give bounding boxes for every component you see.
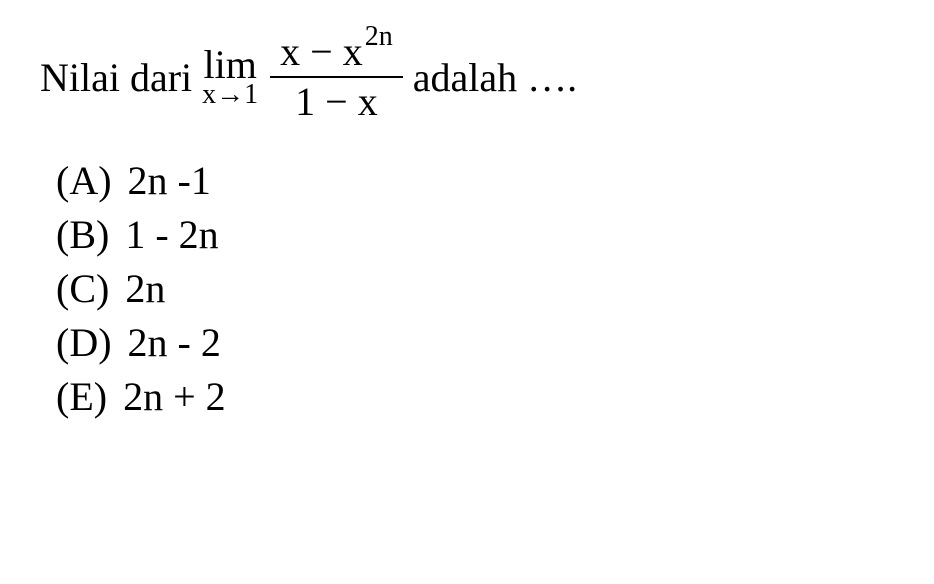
option-value: 2n -1 (128, 154, 211, 208)
option-label: (D) (56, 316, 112, 370)
option-label: (B) (56, 208, 109, 262)
options-list: (A) 2n -1 (B) 1 - 2n (C) 2n (D) 2n - 2 (… (40, 154, 894, 424)
option-label: (A) (56, 154, 112, 208)
option-label: (C) (56, 262, 109, 316)
question-line: Nilai dari lim x→1 x − x 2n 1 − x adalah… (40, 30, 894, 124)
option-value: 2n - 2 (128, 316, 221, 370)
option-b: (B) 1 - 2n (56, 208, 894, 262)
numerator: x − x 2n (270, 30, 403, 76)
fraction: x − x 2n 1 − x (270, 30, 403, 124)
lim-subscript: x→1 (202, 81, 258, 109)
denominator: 1 − x (285, 78, 388, 124)
lim-operator: lim x→1 (202, 45, 258, 109)
option-value: 1 - 2n (125, 208, 218, 262)
option-label: (E) (56, 370, 107, 424)
numerator-exponent: 2n (365, 22, 393, 53)
option-c: (C) 2n (56, 262, 894, 316)
option-value: 2n (125, 262, 165, 316)
limit-expression: lim x→1 x − x 2n 1 − x (202, 30, 403, 124)
option-a: (A) 2n -1 (56, 154, 894, 208)
question-prefix: Nilai dari (40, 54, 192, 101)
question-suffix: adalah …. (413, 54, 577, 101)
option-d: (D) 2n - 2 (56, 316, 894, 370)
numerator-base: x − x (280, 30, 363, 74)
option-value: 2n + 2 (123, 370, 226, 424)
option-e: (E) 2n + 2 (56, 370, 894, 424)
